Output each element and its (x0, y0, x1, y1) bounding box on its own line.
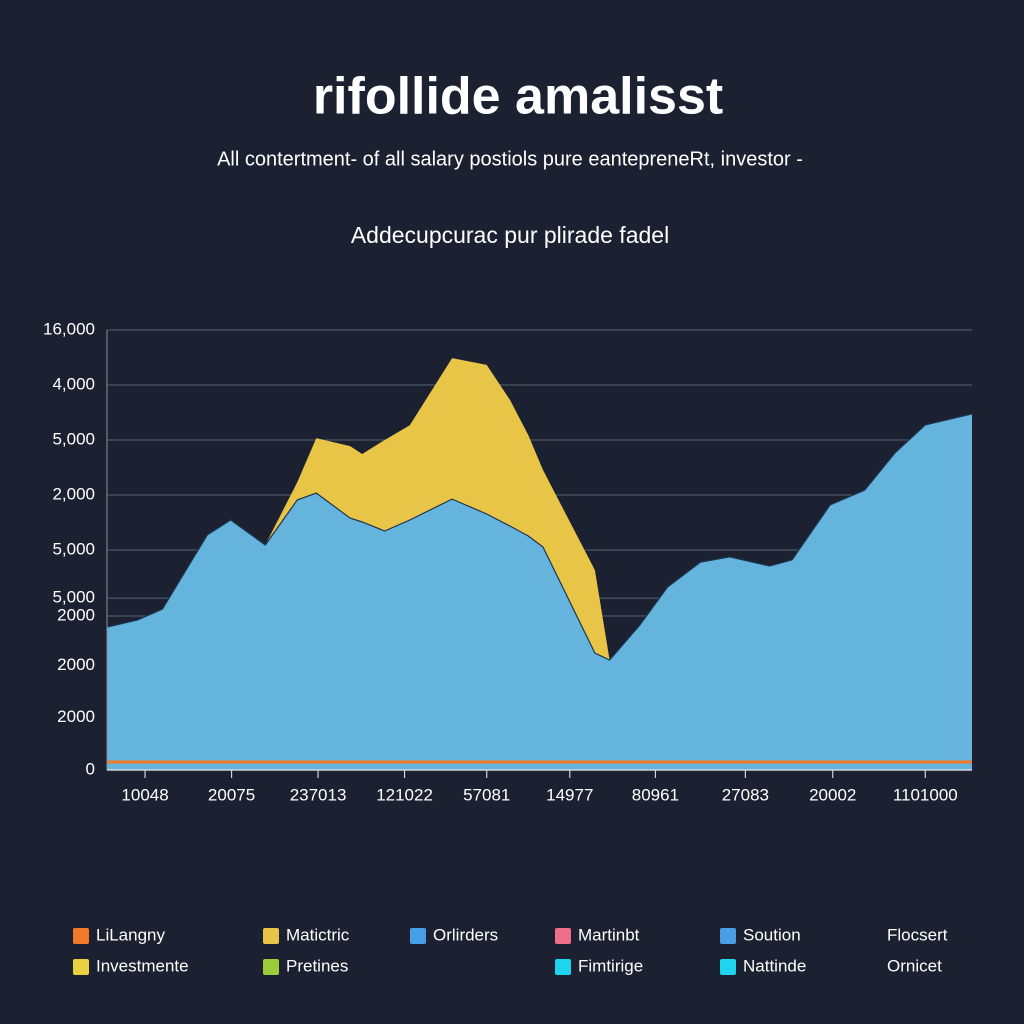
y-tick-label: 2000 (57, 655, 95, 674)
legend-swatch (263, 928, 279, 944)
y-tick-label: 5,000 (52, 539, 95, 558)
x-tick-label: 237013 (290, 785, 347, 804)
legend-label: Orlirders (433, 925, 498, 944)
legend-swatch (73, 959, 89, 975)
legend-label: Ornicet (887, 956, 942, 975)
legend-label: Soution (743, 925, 801, 944)
legend-swatch (410, 928, 426, 944)
area-edge (106, 413, 973, 661)
legend-swatch (555, 928, 571, 944)
y-tick-label: 16,000 (43, 319, 95, 338)
legend-label: Matictric (286, 925, 350, 944)
y-tick-label: 2,000 (52, 484, 95, 503)
y-tick-label: 5,000 (52, 588, 95, 607)
legend-label: Nattinde (743, 956, 806, 975)
x-tick-label: 57081 (463, 785, 510, 804)
legend-swatch (720, 928, 736, 944)
x-tick-label: 27083 (722, 785, 769, 804)
x-tick-label: 121022 (376, 785, 433, 804)
area (107, 358, 972, 660)
x-tick-label: 80961 (632, 785, 679, 804)
y-tick-label: 5,000 (52, 429, 95, 448)
x-tick-label: 20075 (208, 785, 255, 804)
legend-label: Pretines (286, 956, 348, 975)
chart-title: Addecupcurac pur plirade fadel (351, 222, 669, 248)
title: rifollide amalisst (313, 68, 723, 126)
y-tick-label: 2000 (57, 605, 95, 624)
legend-swatch (73, 928, 89, 944)
legend-label: Investmente (96, 956, 189, 975)
x-tick-label: 1101000 (893, 785, 958, 804)
area (107, 413, 972, 770)
legend-swatch (555, 959, 571, 975)
y-tick-label: 4,000 (52, 374, 95, 393)
x-tick-label: 10048 (121, 785, 168, 804)
x-tick-label: 20002 (809, 785, 856, 804)
legend-label: Flocsert (887, 925, 948, 944)
y-tick-label: 2000 (57, 707, 95, 726)
legend-swatch (263, 959, 279, 975)
legend-swatch (720, 959, 736, 975)
legend-label: LiLangny (96, 925, 166, 944)
y-tick-label: 0 (86, 759, 95, 778)
x-tick-label: 14977 (546, 785, 593, 804)
legend-label: Martinbt (578, 925, 640, 944)
subtitle: All contertment- of all salary postiols … (217, 148, 803, 170)
legend-label: Fimtirige (578, 956, 643, 975)
